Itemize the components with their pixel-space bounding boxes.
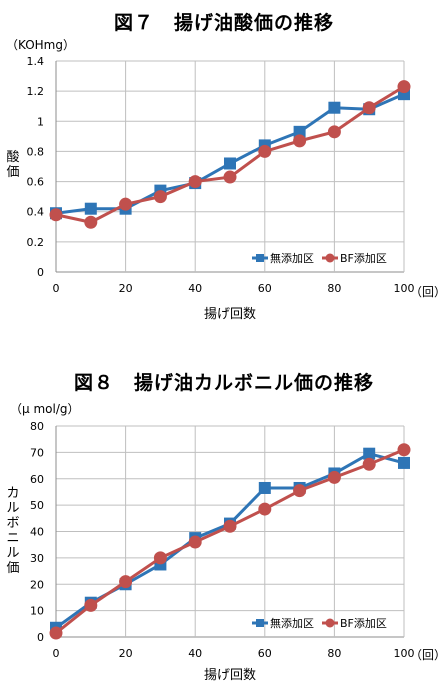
data-point <box>258 144 272 158</box>
y-tick-label: 10 <box>30 605 44 618</box>
y-axis-label: カルボニル価 <box>6 486 20 576</box>
data-point <box>293 125 306 138</box>
y-unit-label: （μ mol/g） <box>10 402 80 416</box>
x-tick-label: 80 <box>327 647 341 660</box>
y-tick-label: 60 <box>30 473 44 486</box>
data-point <box>223 170 237 184</box>
y-tick-label: 0 <box>37 266 44 279</box>
x-tick-label: 20 <box>119 282 133 295</box>
data-point <box>327 125 341 139</box>
data-point <box>398 456 410 469</box>
legend-marker <box>256 619 264 627</box>
data-point <box>119 575 133 589</box>
x-tick-label: 20 <box>119 647 133 660</box>
x-unit-label: （回） <box>410 285 447 299</box>
legend-label: 無添加区 <box>270 616 314 630</box>
chart-title: 図８ 揚げ油カルボニル価の推移 <box>73 372 374 394</box>
x-tick-label: 40 <box>188 647 202 660</box>
chart-title: 図７ 揚げ油酸価の推移 <box>113 12 334 34</box>
data-point <box>327 470 341 484</box>
data-point <box>224 157 236 170</box>
x-unit-label: （回） <box>410 648 447 662</box>
data-point <box>49 626 63 640</box>
legend-label: 無添加区 <box>270 251 314 265</box>
legend-label: BF添加区 <box>340 616 387 630</box>
y-axis-label: 酸価 <box>6 150 20 180</box>
y-tick-label: 1.2 <box>27 85 45 98</box>
data-point <box>258 481 271 494</box>
data-point <box>223 519 237 533</box>
data-point <box>84 215 98 229</box>
data-point <box>188 175 202 189</box>
legend-marker <box>256 254 264 262</box>
data-point <box>397 443 411 457</box>
series-line <box>55 452 405 629</box>
data-point <box>362 457 376 471</box>
x-tick-label: 100 <box>394 647 415 660</box>
data-point <box>362 101 376 115</box>
x-tick-label: 60 <box>258 647 272 660</box>
x-tick-label: 80 <box>327 282 341 295</box>
data-point <box>119 197 133 211</box>
y-tick-label: 40 <box>30 526 44 539</box>
x-tick-label: 100 <box>394 282 415 295</box>
y-tick-label: 0 <box>37 631 44 644</box>
y-tick-label: 30 <box>30 552 44 565</box>
y-tick-label: 70 <box>30 446 44 459</box>
data-point <box>49 208 63 222</box>
series-line <box>55 448 405 635</box>
y-tick-label: 1 <box>37 115 44 128</box>
legend-marker <box>325 253 335 263</box>
x-axis-label: 揚げ回数 <box>203 668 256 683</box>
line-chart: 0 0.2 0.4 0.6 0.8 1 1.2 1.4 0 20 40 60 80 100 無添加区 BF添加… <box>27 55 415 295</box>
y-unit-label: （KOHmg） <box>6 38 75 52</box>
y-tick-label: 1.4 <box>27 55 45 68</box>
y-tick-label: 0.2 <box>27 236 45 249</box>
data-point <box>84 202 97 215</box>
x-tick-label: 40 <box>188 282 202 295</box>
y-tick-label: 0.6 <box>27 176 45 189</box>
data-point <box>258 502 272 516</box>
data-point <box>153 190 167 204</box>
data-point <box>188 535 202 549</box>
y-tick-label: 0.4 <box>27 206 45 219</box>
data-point <box>84 598 98 612</box>
y-tick-label: 50 <box>30 499 44 512</box>
x-axis-label: 揚げ回数 <box>203 307 256 322</box>
data-point <box>397 80 411 94</box>
legend-marker <box>325 618 335 628</box>
y-tick-label: 0.8 <box>27 145 45 158</box>
y-tick-label: 80 <box>30 420 44 433</box>
legend-label: BF添加区 <box>340 251 387 265</box>
data-point <box>293 484 307 498</box>
data-point <box>328 101 341 114</box>
data-point <box>293 134 307 148</box>
y-tick-label: 20 <box>30 578 44 591</box>
data-point <box>153 551 167 565</box>
data-point <box>363 447 376 460</box>
x-tick-label: 0 <box>53 647 60 660</box>
x-tick-label: 0 <box>53 282 60 295</box>
x-tick-label: 60 <box>258 282 272 295</box>
